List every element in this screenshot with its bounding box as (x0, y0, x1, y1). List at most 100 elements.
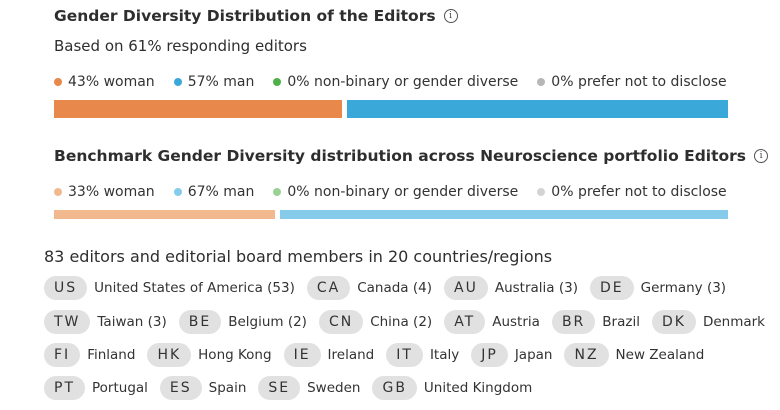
legend-item-man: 67% man (173, 184, 255, 200)
country-name: Taiwan (3) (97, 314, 167, 330)
country-name: Belgium (2) (228, 314, 307, 330)
country-code-badge: NZ (564, 343, 609, 367)
country-name: Ireland (327, 347, 375, 363)
country-code-badge: IT (386, 343, 423, 367)
country-name: Finland (87, 347, 136, 363)
editors-gender-legend: 43% woman 57% man 0% non-binary or gende… (54, 74, 746, 90)
country-code-badge: CA (306, 276, 351, 300)
country-name: Italy (429, 347, 460, 363)
country-code-badge: PT (44, 376, 85, 400)
country-name: Germany (3) (640, 280, 727, 296)
bar-segment-man (346, 100, 728, 118)
country-item: FI Finland (44, 343, 135, 367)
legend-label: 0% non-binary or gender diverse (287, 184, 519, 200)
legend-dot-icon (537, 188, 546, 196)
country-item: DE Germany (3) (589, 276, 727, 300)
country-code-badge: FI (44, 343, 81, 367)
country-code-badge: JP (471, 343, 508, 367)
benchmark-gender-bar (54, 210, 728, 219)
country-row: TW Taiwan (3) BE Belgium (2) CN China (2) AT Au… (44, 310, 777, 334)
legend-dot-icon (537, 78, 546, 86)
country-name: Sweden (307, 380, 361, 396)
legend-dot-icon (173, 188, 182, 196)
country-code-badge: SE (258, 376, 301, 400)
editors-gender-bar (54, 100, 728, 118)
legend-dot-icon (273, 188, 282, 196)
country-name: Japan (514, 347, 553, 363)
country-code-badge: DK (651, 310, 696, 334)
country-name: Hong Kong (198, 347, 272, 363)
country-code-badge: HK (147, 343, 192, 367)
legend-dot-icon (273, 78, 282, 86)
country-item: AU Australia (3) (444, 276, 578, 300)
country-name: Canada (4) (357, 280, 432, 296)
country-name: China (2) (370, 314, 433, 330)
benchmark-gender-legend: 33% woman 67% man 0% non-binary or gende… (54, 184, 746, 200)
legend-label: 67% man (187, 184, 255, 200)
country-item: GB United Kingdom (372, 376, 532, 400)
responding-subtitle: Based on 61% responding editors (54, 37, 307, 55)
country-code-badge: IE (283, 343, 321, 367)
legend-label: 57% man (187, 74, 255, 90)
legend-label: 0% prefer not to disclose (551, 184, 727, 200)
country-name: New Zealand (615, 347, 705, 363)
country-item: ES Spain (159, 376, 247, 400)
legend-label: 33% woman (68, 184, 155, 200)
country-name: Australia (3) (494, 280, 578, 296)
legend-label: 43% woman (68, 74, 155, 90)
country-item: CA Canada (4) (306, 276, 432, 300)
country-item: NZ New Zealand (564, 343, 704, 367)
country-name: United Kingdom (423, 380, 533, 396)
country-row: PT Portugal ES Spain SE Sweden GB United Kingdo… (44, 376, 544, 400)
country-item: AT Austria (444, 310, 540, 334)
country-item: BR Brazil (551, 310, 640, 334)
bar-segment-woman (54, 210, 275, 219)
legend-item-woman: 43% woman (54, 74, 155, 90)
editors-gender-title: Gender Diversity Distribution of the Edi… (54, 7, 458, 25)
country-row: FI Finland HK Hong Kong IE Ireland IT Italy JP Ja… (44, 343, 716, 367)
legend-dot-icon (54, 78, 62, 86)
country-code-badge: ES (159, 376, 202, 400)
country-code-badge: GB (372, 376, 417, 400)
countries-heading: 83 editors and editorial board members i… (44, 247, 553, 266)
country-item: SE Sweden (258, 376, 360, 400)
benchmark-gender-title: Benchmark Gender Diversity distribution … (54, 147, 769, 165)
country-item: TW Taiwan (3) (44, 310, 167, 334)
country-code-badge: CN (318, 310, 364, 334)
legend-item-prefer-not: 0% prefer not to disclose (537, 184, 727, 200)
country-item: BE Belgium (2) (178, 310, 307, 334)
country-code-badge: AU (444, 276, 488, 300)
editors-gender-title-text: Gender Diversity Distribution of the Edi… (54, 7, 436, 25)
country-item: CN China (2) (318, 310, 433, 334)
legend-dot-icon (173, 78, 182, 86)
country-item: IT Italy (386, 343, 459, 367)
country-name: Denmark (702, 314, 765, 330)
country-item: PT Portugal (44, 376, 148, 400)
legend-label: 0% prefer not to disclose (551, 74, 727, 90)
country-item: JP Japan (471, 343, 552, 367)
country-code-badge: DE (589, 276, 634, 300)
country-name: United States of America (53) (94, 280, 295, 296)
country-name: Portugal (92, 380, 148, 396)
country-row: US United States of America (53) CA Canada … (44, 276, 738, 300)
country-name: Spain (208, 380, 247, 396)
country-name: Austria (492, 314, 540, 330)
country-item: IE Ireland (283, 343, 375, 367)
bar-segment-man (279, 210, 728, 219)
legend-label: 0% non-binary or gender diverse (287, 74, 519, 90)
country-item: HK Hong Kong (147, 343, 272, 367)
info-icon[interactable]: i (754, 149, 769, 163)
country-item: US United States of America (53) (44, 276, 295, 300)
bar-segment-woman (54, 100, 342, 118)
country-code-badge: AT (444, 310, 486, 334)
legend-dot-icon (54, 188, 62, 196)
country-code-badge: US (44, 276, 88, 300)
info-icon[interactable]: i (443, 9, 458, 23)
legend-item-prefer-not: 0% prefer not to disclose (537, 74, 727, 90)
legend-item-woman: 33% woman (54, 184, 155, 200)
legend-item-non-binary: 0% non-binary or gender diverse (273, 74, 518, 90)
country-code-badge: BR (551, 310, 596, 334)
benchmark-gender-title-text: Benchmark Gender Diversity distribution … (54, 147, 747, 165)
country-code-badge: BE (178, 310, 222, 334)
legend-item-non-binary: 0% non-binary or gender diverse (273, 184, 518, 200)
